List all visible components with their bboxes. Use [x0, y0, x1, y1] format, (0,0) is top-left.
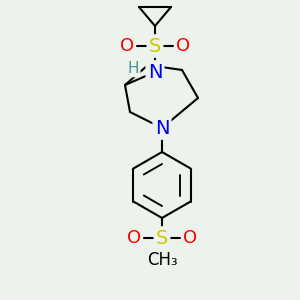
- Text: H: H: [127, 61, 139, 76]
- Text: N: N: [148, 62, 162, 82]
- Text: N: N: [155, 118, 169, 137]
- Text: CH₃: CH₃: [147, 251, 177, 269]
- Text: S: S: [149, 37, 161, 56]
- Text: O: O: [127, 229, 141, 247]
- Text: O: O: [176, 37, 190, 55]
- Text: O: O: [120, 37, 134, 55]
- Text: S: S: [156, 229, 168, 247]
- Text: O: O: [183, 229, 197, 247]
